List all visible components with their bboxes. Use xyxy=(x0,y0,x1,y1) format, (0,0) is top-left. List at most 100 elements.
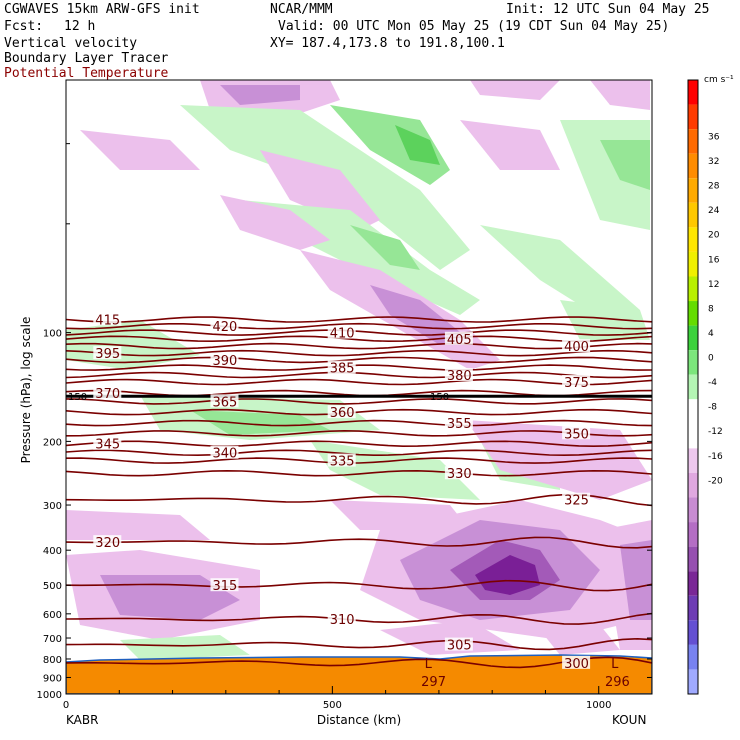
theta-contour-355 xyxy=(66,419,652,427)
colorbar-swatch-14 xyxy=(688,423,698,449)
vv-region-17 xyxy=(560,300,650,340)
vv-region-5 xyxy=(330,105,450,185)
theta-label-bg xyxy=(444,466,473,480)
colorbar-swatch-8 xyxy=(688,276,698,302)
colorbar-swatch-21 xyxy=(688,595,698,621)
y-tick-label-900: 900 xyxy=(43,673,62,684)
y-tick-label-200: 200 xyxy=(43,437,62,448)
theta-label-bg xyxy=(562,339,591,353)
vv-region-15 xyxy=(600,140,650,190)
y-tick-label-400: 400 xyxy=(43,546,62,557)
x-tick-label-500: 500 xyxy=(323,700,342,711)
theta-contour-395 xyxy=(66,349,652,357)
theta-label-bg xyxy=(210,319,239,333)
colorbar-label--4: -4 xyxy=(708,378,717,388)
vv-region-19 xyxy=(80,130,200,170)
colorbar-label--20: -20 xyxy=(708,476,723,486)
colorbar-swatch-17 xyxy=(688,497,698,523)
colorbar-label-16: 16 xyxy=(708,255,720,265)
x-tick-label-0: 0 xyxy=(63,700,69,711)
theta-contour-375 xyxy=(66,378,652,386)
vv-region-13 xyxy=(480,225,640,330)
field-vertical-velocity: Vertical velocity xyxy=(4,36,138,51)
vv-region-4 xyxy=(180,105,470,270)
theta-label-385: 385 xyxy=(330,362,355,377)
theta-label-320: 320 xyxy=(95,536,120,551)
colorbar-units: cm s⁻¹ xyxy=(704,75,734,85)
theta-contour-340 xyxy=(66,449,652,457)
vv-region-30 xyxy=(475,555,540,595)
theta-contour-350 xyxy=(66,429,652,437)
colorbar-label-36: 36 xyxy=(708,132,720,142)
theta-label-405: 405 xyxy=(447,333,472,348)
theta-contour-405 xyxy=(66,335,652,343)
theta-label-bg xyxy=(210,578,239,592)
vv-region-3 xyxy=(590,80,650,110)
theta-contour-410 xyxy=(66,329,652,336)
thick-line-label: 150 xyxy=(68,392,87,403)
theta-label-bg xyxy=(93,386,122,400)
colorbar-frame xyxy=(687,79,699,695)
theta-label-345: 345 xyxy=(95,438,120,453)
vv-region-16 xyxy=(460,120,560,170)
theta-label-bg xyxy=(327,325,356,339)
theta-contour-360 xyxy=(66,408,652,416)
theta-label-365: 365 xyxy=(213,395,238,410)
theta-contour-415 xyxy=(66,316,652,323)
colorbar: 36 32 28 24 20 16 12 8 4 0 -4 -8 -12 -16 -20 xyxy=(687,79,723,695)
vv-region-24 xyxy=(466,420,652,500)
colorbar-label--12: -12 xyxy=(708,427,723,437)
colorbar-swatch-5 xyxy=(688,202,698,228)
left-endpoint-label: KABR xyxy=(66,713,98,727)
colorbar-swatch-0 xyxy=(688,80,698,105)
y-tick-label-800: 800 xyxy=(43,655,62,666)
vv-region-6 xyxy=(395,125,440,165)
theta-label-bg xyxy=(444,637,473,651)
pressure-axis: 100 200 300 400 500 600 700 800 900 1000 xyxy=(37,79,652,701)
theta-label-bg xyxy=(210,445,239,459)
distance-axis: 0 500 1000 xyxy=(63,686,653,711)
colorbar-label-24: 24 xyxy=(708,206,720,216)
vv-region-36 xyxy=(120,635,250,660)
colorbar-label-0: 0 xyxy=(708,354,714,364)
colorbar-swatch-2 xyxy=(688,129,698,154)
theta-contour-335 xyxy=(66,457,652,464)
theta-label-bg xyxy=(327,405,356,419)
theta-contour-420 xyxy=(66,322,652,330)
vv-region-1 xyxy=(220,85,300,105)
colorbar-swatch-19 xyxy=(688,546,698,572)
colorbar-swatch-4 xyxy=(688,178,698,203)
colorbar-swatch-20 xyxy=(688,571,698,596)
colorbar-swatch-10 xyxy=(688,325,698,351)
y-tick-label-600: 600 xyxy=(43,610,62,621)
colorbar-swatch-7 xyxy=(688,251,698,277)
theta-label-bg xyxy=(562,375,591,389)
theta-label-bg xyxy=(210,352,239,366)
colorbar-label-8: 8 xyxy=(708,304,714,314)
theta-label-bg xyxy=(444,416,473,430)
x-axis-title: Distance (km) xyxy=(317,713,401,727)
theta-label-bg xyxy=(93,535,122,549)
theta-contour-400 xyxy=(66,342,652,350)
surface-label-3: 296 xyxy=(605,675,630,690)
ground xyxy=(66,654,652,694)
theta-label-300: 300 xyxy=(564,657,589,672)
theta-contour-305 xyxy=(66,637,652,651)
colorbar-swatch-24 xyxy=(688,669,698,694)
theta-label-375: 375 xyxy=(564,376,589,391)
right-endpoint-label: KOUN xyxy=(612,713,646,727)
vv-region-12 xyxy=(370,285,470,345)
theta-label-355: 355 xyxy=(447,417,472,432)
colorbar-label-4: 4 xyxy=(708,329,714,339)
vv-region-35 xyxy=(380,620,520,655)
field-potential-temperature: Potential Temperature xyxy=(4,66,169,81)
theta-label-bg xyxy=(562,492,591,506)
colorbar-swatch-3 xyxy=(688,153,698,179)
terrain xyxy=(66,654,652,694)
y-tick-label-700: 700 xyxy=(43,634,62,645)
org-label: NCAR/MMM xyxy=(270,2,333,17)
surface-label-1: 297 xyxy=(421,675,446,690)
theta-label-bg xyxy=(327,453,356,467)
section-endpoints: XY= 187.4,173.8 to 191.8,100.1 xyxy=(270,36,505,51)
